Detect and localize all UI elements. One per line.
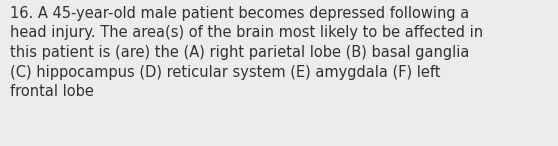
Text: 16. A 45-year-old male patient becomes depressed following a
head injury. The ar: 16. A 45-year-old male patient becomes d…	[10, 6, 483, 99]
